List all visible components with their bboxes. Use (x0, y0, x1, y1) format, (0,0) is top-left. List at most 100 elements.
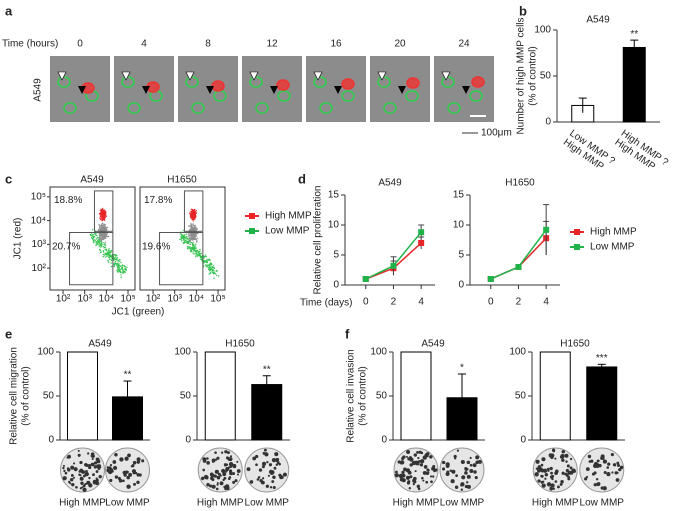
event (193, 208, 196, 211)
event (193, 224, 195, 227)
cell-dot (414, 470, 417, 473)
cell-dot (221, 468, 226, 474)
event (111, 255, 113, 257)
cell-dot (67, 454, 72, 459)
cell-dot (469, 456, 472, 460)
legend-label: High MMP (265, 211, 312, 222)
event (191, 216, 194, 219)
event (102, 251, 105, 253)
cell-dot (548, 453, 553, 458)
event (93, 241, 95, 244)
cell-dot (70, 473, 74, 477)
cell-dot (549, 466, 553, 471)
cell-dot (66, 467, 70, 470)
event (101, 243, 103, 246)
event (95, 242, 97, 244)
assay-image (579, 447, 625, 493)
event (102, 255, 105, 258)
event (100, 240, 103, 242)
event (188, 237, 190, 239)
event (104, 241, 106, 244)
cell-dot (585, 467, 590, 472)
event (209, 264, 211, 266)
cell-dot (133, 482, 137, 486)
gate (69, 231, 114, 286)
event (117, 264, 120, 266)
event (193, 246, 195, 249)
x-tick-label: 10² (56, 294, 71, 305)
cell-dot (441, 467, 446, 471)
time-label: 0 (77, 39, 83, 50)
x-tick-label: 2 (391, 297, 397, 308)
x-tick-label: Low MMP (105, 498, 150, 509)
event (188, 225, 190, 227)
event (200, 252, 202, 255)
cell-dot (426, 468, 430, 472)
event (102, 211, 104, 214)
chart-title: A549 (378, 178, 402, 189)
cell-dot (282, 472, 287, 477)
event (123, 271, 125, 273)
cell-dot (466, 481, 469, 484)
cell-dot (426, 455, 429, 458)
cell-dot (535, 459, 540, 464)
cell-dot (590, 459, 594, 463)
cell-dot (540, 463, 544, 467)
arrowhead (185, 71, 195, 81)
gate-percent: 20.7% (52, 241, 80, 252)
cell-dot (561, 449, 566, 454)
event (98, 234, 101, 236)
event (193, 253, 195, 255)
event (98, 243, 100, 246)
chart-title: H1650 (167, 175, 197, 186)
cell-dot (423, 465, 428, 469)
cell-dot (132, 460, 137, 465)
y-tick-label: 0 (48, 435, 54, 446)
cell-dot (206, 483, 210, 487)
event (184, 234, 186, 236)
cell-dot (394, 473, 399, 478)
x-tick-label: High MMP (393, 498, 440, 509)
cell-dot (268, 463, 273, 467)
cell-dot (136, 459, 140, 463)
cell-dot (606, 472, 611, 477)
cell-dot (602, 459, 607, 464)
event (180, 235, 182, 238)
event (196, 249, 198, 252)
significance: ** (124, 370, 132, 381)
y-tick-label: 0 (545, 117, 551, 128)
cell-dot (475, 455, 480, 460)
event (104, 216, 106, 219)
event (104, 246, 106, 248)
cell-dot (560, 454, 565, 459)
event (195, 252, 197, 255)
cell-dot (409, 475, 413, 479)
cell-dot (114, 475, 119, 479)
cell (319, 102, 333, 114)
event (194, 226, 196, 228)
event (195, 241, 198, 243)
event (211, 267, 214, 269)
cell-dot (541, 457, 546, 462)
cell-dot (73, 467, 78, 472)
cell-dot (554, 480, 558, 483)
cell-dot (263, 448, 267, 452)
cell-dot (202, 459, 207, 463)
event (103, 210, 106, 213)
cell-dot (225, 486, 230, 491)
cell-dot (597, 482, 601, 486)
assay-image (197, 447, 243, 493)
y-tick-label: 10⁵ (31, 191, 46, 202)
panel-label: b (519, 3, 527, 18)
cell-dot (461, 460, 465, 464)
cell-dot (395, 470, 398, 474)
y-tick-label: 0 (520, 435, 526, 446)
event (116, 267, 119, 269)
cell-dot (397, 460, 401, 464)
event (95, 241, 98, 243)
event (102, 242, 104, 244)
event (121, 268, 123, 270)
event (117, 265, 120, 267)
cell-dot (593, 483, 597, 487)
y-axis-label: Relative cell migration (9, 347, 20, 445)
